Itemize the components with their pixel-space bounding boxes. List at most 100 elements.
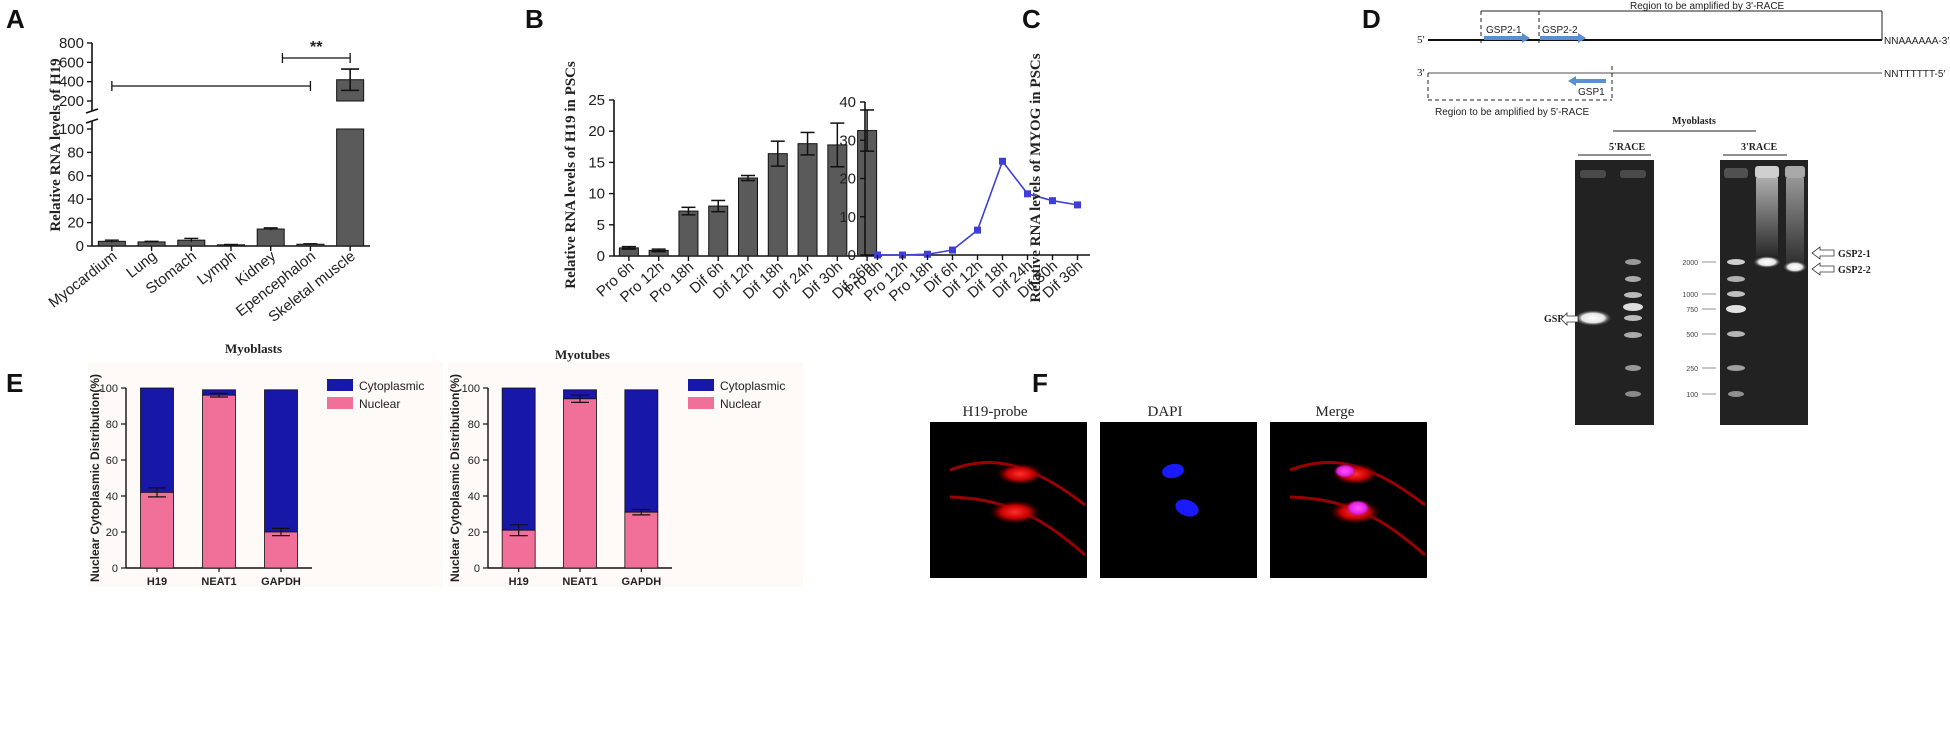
strand-bottom-left: 3′ bbox=[1417, 67, 1425, 79]
chart-e1-xtick-label: H19 bbox=[147, 576, 167, 588]
cell-body bbox=[989, 500, 1041, 524]
merge-cells bbox=[1289, 461, 1426, 557]
chart-b-ytick-label: 25 bbox=[588, 92, 605, 109]
gel-3race-gsp2-1-band bbox=[1753, 256, 1781, 268]
lane-5race-label: 5'RACE bbox=[1609, 142, 1645, 153]
chart-e1-ytick-label: 60 bbox=[106, 455, 118, 467]
panel-label-d: D bbox=[1362, 4, 1381, 34]
ladder-label: 1000 bbox=[1682, 292, 1698, 299]
panel-label-e: E bbox=[6, 368, 23, 398]
chart-e1-bar-nuclear bbox=[202, 394, 236, 569]
chart-e2-bar-nuclear bbox=[563, 398, 597, 569]
panel-label-a: A bbox=[6, 4, 25, 34]
chart-e2-legend-swatch-cytoplasmic bbox=[688, 379, 714, 391]
chart-b-bar bbox=[767, 153, 788, 257]
chart-a-axis-break bbox=[85, 108, 99, 114]
gsp2-2-arrow bbox=[1540, 33, 1586, 43]
chart-e1-ytick-label: 0 bbox=[112, 563, 118, 575]
channel-label-dapi: DAPI bbox=[1147, 404, 1182, 420]
chart-c-point bbox=[974, 226, 981, 234]
band-gsp1-label: GSP1 bbox=[1544, 314, 1568, 325]
chart-a-ylabel: Relative RNA levels of H19 bbox=[48, 58, 64, 231]
lane-3race-label: 3'RACE bbox=[1741, 142, 1777, 153]
gel-3race-ladder-band bbox=[1727, 276, 1745, 282]
chart-a-ytick-label: 60 bbox=[67, 168, 84, 185]
chart-b-bar bbox=[738, 177, 758, 257]
chart-e1-xtick-label: GAPDH bbox=[261, 576, 301, 588]
gel-3race-smear-2 bbox=[1786, 178, 1804, 270]
chart-e1-legend-label-cytoplasmic: Cytoplasmic bbox=[359, 379, 424, 393]
image-h19-probe bbox=[930, 422, 1087, 578]
chart-a-ytick-label: 800 bbox=[59, 35, 84, 52]
chart-e-myoblasts: Myoblasts 0 20 40 60 80 100 H19 NEAT1 GAPDH Cytop… bbox=[88, 341, 443, 588]
chart-a-ytick-label: 20 bbox=[67, 215, 84, 232]
gel-5race-gsp1-band bbox=[1574, 310, 1612, 326]
chart-e2-xtick-label: H19 bbox=[509, 576, 529, 588]
chart-b-bar bbox=[797, 143, 818, 257]
chart-c-ytick-label: 30 bbox=[839, 132, 856, 149]
chart-e2-xtick-label: GAPDH bbox=[621, 576, 661, 588]
chart-c-point bbox=[1024, 190, 1031, 198]
channel-label-merge: Merge bbox=[1316, 404, 1355, 420]
chart-b-bar bbox=[708, 205, 729, 257]
gel-5race-ladder-band bbox=[1624, 332, 1642, 338]
chart-e1-legend-swatch-cytoplasmic bbox=[327, 379, 353, 391]
merged-nucleus bbox=[1334, 464, 1356, 478]
chart-e2-ytick-label: 60 bbox=[468, 455, 480, 467]
chart-e1-ytick-label: 80 bbox=[106, 419, 118, 431]
gel-5race-ladder-band bbox=[1625, 276, 1641, 282]
ladder-label: 500 bbox=[1686, 332, 1698, 339]
chart-e2-ytick-label: 40 bbox=[468, 491, 480, 503]
chart-e2-bar-cytoplasmic bbox=[501, 387, 536, 531]
fish-images: H19-probe DAPI Merge bbox=[930, 404, 1427, 578]
chart-c-ytick-label: 0 bbox=[848, 247, 856, 264]
chart-e1-xtick-label: NEAT1 bbox=[201, 576, 236, 588]
image-merge bbox=[1270, 422, 1427, 578]
chart-a-bar bbox=[137, 241, 166, 247]
chart-a-xtick-label: Myocardium bbox=[45, 248, 120, 312]
strand-bottom-right: NNTTTTTT-5′ bbox=[1884, 69, 1945, 80]
chart-b-ylabel: Relative RNA levels of H19 in PSCs bbox=[563, 61, 579, 289]
gel-3race-gsp2-2-band bbox=[1783, 261, 1807, 273]
chart-a-ytick-label: 80 bbox=[67, 144, 84, 161]
race5-region-label: Region to be amplified by 5'-RACE bbox=[1435, 107, 1590, 118]
chart-b-ytick-label: 15 bbox=[588, 154, 605, 171]
gsp1-arrow bbox=[1568, 76, 1606, 86]
channel-label-h19: H19-probe bbox=[963, 404, 1028, 420]
strand-top-right: NNAAAAAA-3′ bbox=[1884, 36, 1949, 47]
chart-e2-ytick-label: 0 bbox=[474, 563, 480, 575]
gel-3race-ladder-band bbox=[1727, 331, 1745, 337]
gel-3race-well-2 bbox=[1755, 166, 1779, 178]
chart-c-ytick-label: 10 bbox=[839, 209, 856, 226]
gel-5race-well-1 bbox=[1580, 170, 1606, 178]
chart-c-ytick-label: 20 bbox=[839, 171, 856, 188]
chart-e1-bar-nuclear bbox=[140, 491, 174, 569]
band-gsp2-2-label: GSP2-2 bbox=[1838, 265, 1871, 276]
gel-5race-ladder-band bbox=[1623, 303, 1643, 311]
chart-e1-ytick-label: 40 bbox=[106, 491, 118, 503]
race3-region-label: Region to be amplified by 3'-RACE bbox=[1630, 1, 1785, 12]
gsp2-1-label: GSP2-1 bbox=[1486, 25, 1522, 36]
chart-a-ytick-label: 400 bbox=[59, 74, 84, 91]
ladder-label: 750 bbox=[1686, 307, 1698, 314]
gel-5race-ladder-band bbox=[1624, 315, 1642, 321]
chart-e2-xtick-label: NEAT1 bbox=[562, 576, 597, 588]
gel-5race bbox=[1575, 160, 1654, 425]
gsp2-2-label: GSP2-2 bbox=[1542, 25, 1578, 36]
chart-a-ytick-label: 200 bbox=[59, 93, 84, 110]
chart-b-ytick-label: 0 bbox=[597, 248, 605, 265]
gel-3race-ladder-band bbox=[1726, 305, 1746, 313]
panel-label-b: B bbox=[525, 4, 544, 34]
nucleus bbox=[1175, 499, 1199, 517]
chart-e2-ytick-label: 100 bbox=[462, 383, 480, 395]
panel-label-c: C bbox=[1022, 4, 1041, 34]
chart-a-significance-label: ** bbox=[310, 39, 323, 56]
gel-3race-smear-1 bbox=[1756, 178, 1778, 256]
gel-5race-well-2 bbox=[1620, 170, 1646, 178]
gel-title: Myoblasts bbox=[1672, 116, 1716, 127]
chart-c-point bbox=[999, 157, 1006, 165]
chart-e2-bar-cytoplasmic bbox=[624, 389, 659, 513]
